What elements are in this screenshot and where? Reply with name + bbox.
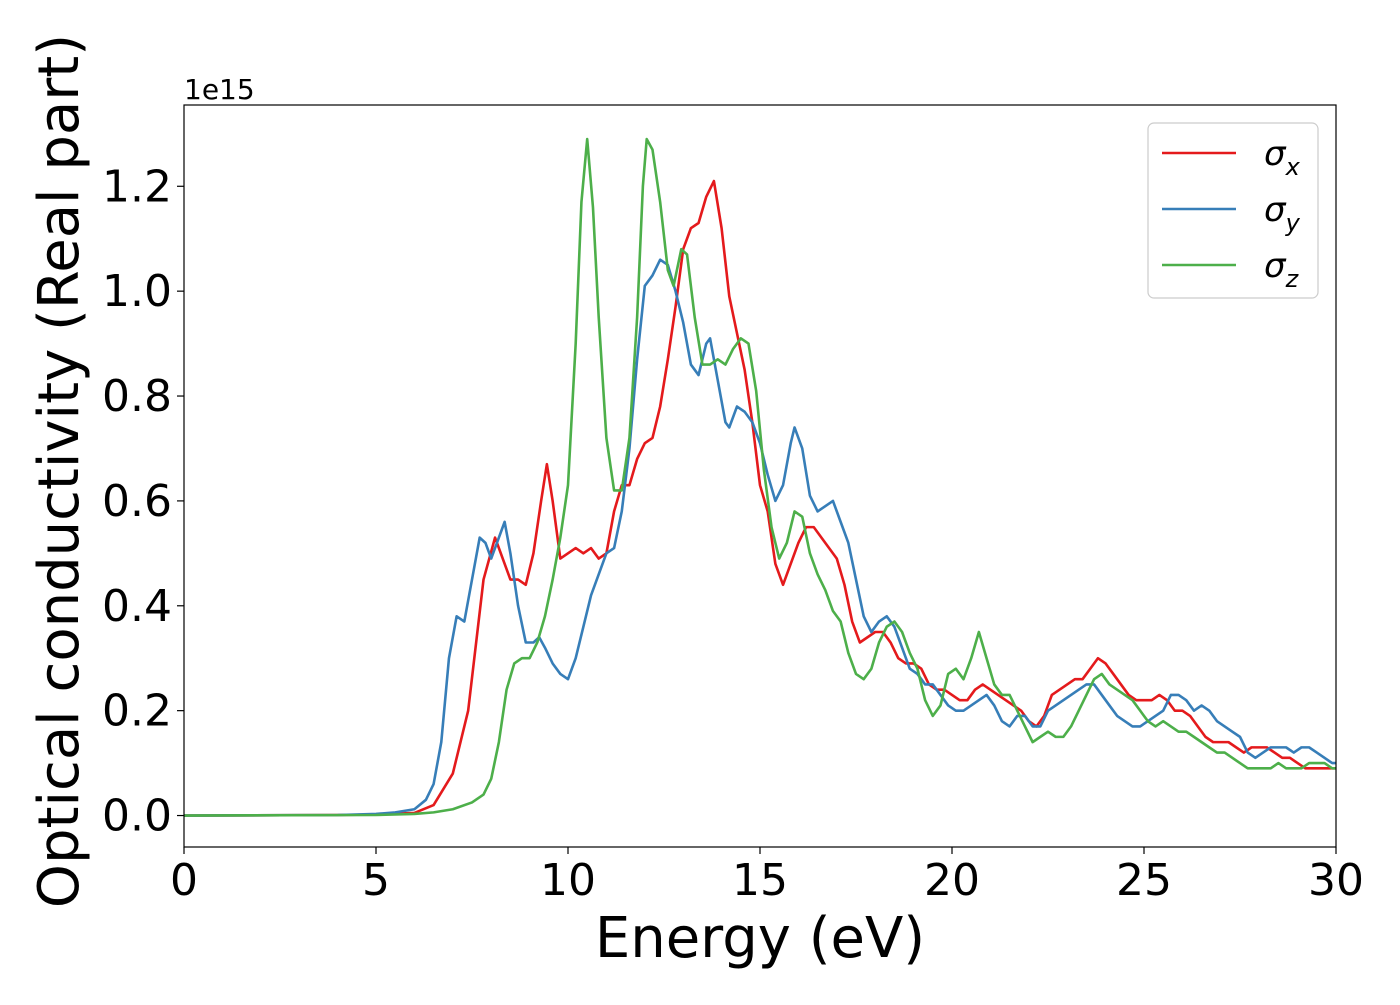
legend-label-y: σy [1264, 190, 1301, 237]
y-tick-label: 0.0 [102, 791, 172, 842]
y-tick-label: 1.0 [102, 266, 172, 317]
x-tick-label: 15 [732, 855, 788, 906]
legend-box [1147, 122, 1319, 299]
x-tick-label: 0 [170, 855, 198, 906]
series-line-y [184, 258, 1336, 817]
legend-symbol: σ [1264, 190, 1287, 230]
legend-subscript: y [1285, 209, 1301, 237]
plot-lines [184, 137, 1336, 817]
x-tick-label: 5 [362, 855, 390, 906]
x-tick-label: 30 [1308, 855, 1364, 906]
legend-symbol: σ [1264, 246, 1287, 286]
x-tick-label: 25 [1116, 855, 1172, 906]
y-tick-label: 0.4 [102, 581, 172, 632]
y-tick-label: 0.8 [102, 371, 172, 422]
legend-subscript: z [1285, 265, 1300, 293]
legend-subscript: x [1285, 153, 1301, 181]
y-axis-ticks: 0.0 0.2 0.4 0.6 0.8 1.0 1.2 [102, 161, 184, 842]
y-offset-label: 1e15 [184, 73, 255, 106]
y-axis-title: Optical conductivity (Real part) [27, 34, 92, 908]
x-tick-label: 10 [540, 855, 596, 906]
series-line-z [184, 137, 1336, 817]
x-tick-label: 20 [924, 855, 980, 906]
x-axis-ticks: 0 5 10 15 20 25 30 [170, 847, 1364, 906]
y-tick-label: 1.2 [102, 161, 172, 212]
x-axis-title: Energy (eV) [595, 906, 925, 971]
legend-symbol: σ [1264, 134, 1287, 174]
legend-label-z: σz [1264, 246, 1300, 293]
legend-label-x: σx [1264, 134, 1301, 181]
y-tick-label: 0.2 [102, 686, 172, 737]
y-tick-label: 0.6 [102, 476, 172, 527]
